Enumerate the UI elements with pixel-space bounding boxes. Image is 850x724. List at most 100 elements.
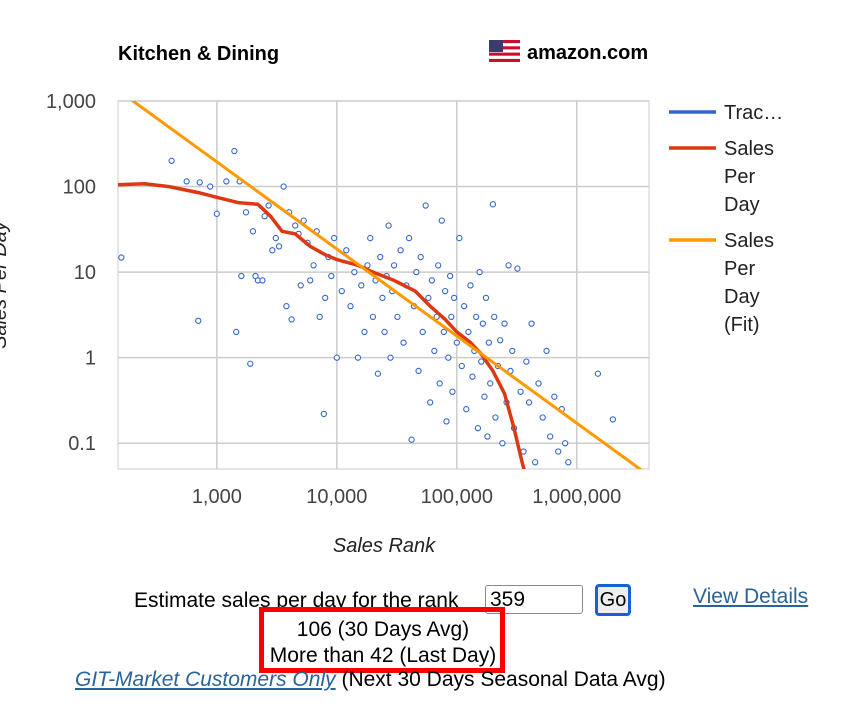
scatter-point <box>310 262 317 269</box>
scatter-point <box>272 234 279 242</box>
scatter-point <box>448 313 455 321</box>
scatter-point <box>275 243 283 250</box>
scatter-series <box>118 147 617 466</box>
scatter-point <box>207 183 214 190</box>
scatter-point <box>320 410 328 418</box>
scatter-point <box>283 303 290 310</box>
scatter-point <box>259 277 266 284</box>
scatter-point <box>413 268 420 276</box>
x-tick-label: 10,000 <box>306 486 367 508</box>
scatter-point <box>231 147 238 155</box>
x-axis-title: Sales Rank <box>333 535 436 557</box>
fit-line <box>131 101 643 469</box>
scatter-point <box>465 328 472 336</box>
scatter-point <box>168 157 175 164</box>
scatter-point <box>261 213 268 220</box>
scatter-point <box>609 416 617 423</box>
grid-lines <box>118 100 649 469</box>
scatter-point <box>476 268 483 276</box>
sales-per-day-line <box>118 181 526 469</box>
scatter-point <box>474 425 482 432</box>
scatter-point <box>492 414 499 421</box>
scatter-point <box>377 253 384 261</box>
scatter-point <box>487 380 494 387</box>
scatter-point <box>361 328 368 336</box>
scatter-point <box>594 370 602 377</box>
scatter-point <box>535 380 542 387</box>
legend-entry: Trac… <box>724 102 783 124</box>
scatter-point <box>425 294 432 302</box>
view-details-link[interactable]: View Details <box>693 585 809 608</box>
scatter-point <box>233 328 240 336</box>
plot-area <box>117 100 650 470</box>
scatter-point <box>288 316 295 323</box>
scatter-point <box>431 347 438 355</box>
scatter-point <box>458 362 465 370</box>
scatter-point <box>446 272 454 280</box>
scatter-point <box>330 234 338 242</box>
scatter-point <box>381 328 388 336</box>
scatter-point <box>247 360 254 367</box>
scatter-point <box>265 202 272 209</box>
scatter-point <box>445 354 452 361</box>
scatter-point <box>460 303 468 310</box>
scatter-point <box>561 440 569 447</box>
scatter-point <box>118 254 125 261</box>
scatter-point <box>479 320 487 327</box>
legend-entry: Sales Per Day (Fit) <box>724 230 774 336</box>
scatter-point <box>397 247 404 254</box>
scatter-point <box>442 287 449 295</box>
scatter-point <box>499 440 506 447</box>
scatter-point <box>469 373 476 380</box>
scatter-point <box>539 414 546 421</box>
result-last-day: More than 42 (Last Day) <box>269 644 497 667</box>
scatter-point <box>394 313 401 321</box>
scatter-point <box>354 354 362 361</box>
scatter-point <box>338 287 345 295</box>
y-axis-ticks: 1,000 100 10 1 0.1 <box>46 91 96 455</box>
scatter-point <box>428 277 436 284</box>
scatter-point <box>297 282 304 289</box>
footer-note: (Next 30 Days Seasonal Data Avg) <box>335 668 666 691</box>
scatter-point <box>379 294 386 302</box>
scatter-point <box>307 277 314 284</box>
scatter-point <box>565 459 572 466</box>
sales-rank-chart: Kitchen & Dining amazon.com 1,0001001010… <box>0 40 783 557</box>
chart-legend: Trac… Sales Per Day Sales Per Day (Fit) <box>669 102 783 336</box>
scatter-point <box>478 358 485 365</box>
y-tick-label: 0.1 <box>68 433 96 455</box>
scatter-point <box>400 339 407 346</box>
y-tick-label: 100 <box>63 177 96 199</box>
customers-only-link[interactable]: GIT-Market Customers Only <box>75 668 336 691</box>
scatter-point <box>505 262 512 269</box>
y-axis-title: Sales Per Day <box>0 220 11 349</box>
marketplace-label: amazon.com <box>527 42 648 64</box>
scatter-point <box>347 303 354 310</box>
scatter-point <box>456 234 463 242</box>
x-tick-label: 100,000 <box>421 486 493 508</box>
scatter-point <box>484 433 491 440</box>
go-button[interactable]: Go <box>595 584 631 616</box>
scatter-point <box>196 179 203 186</box>
scatter-point <box>433 313 440 321</box>
scatter-point <box>551 393 558 400</box>
scatter-point <box>374 370 382 377</box>
result-30-day-avg: 106 (30 Days Avg) <box>296 618 470 641</box>
scatter-point <box>473 313 480 321</box>
y-tick-label: 1 <box>85 348 96 370</box>
scatter-point <box>292 222 299 229</box>
scatter-point <box>450 294 458 302</box>
y-tick-label: 10 <box>74 262 96 284</box>
scatter-point <box>501 320 508 327</box>
scatter-point <box>249 228 257 235</box>
scatter-point <box>238 272 245 280</box>
scatter-point <box>509 347 516 355</box>
scatter-point <box>485 339 492 346</box>
scatter-point <box>489 201 497 208</box>
scatter-point <box>532 459 539 466</box>
scatter-point <box>415 367 422 375</box>
x-tick-label: 1,000 <box>192 486 242 508</box>
scatter-point <box>463 406 470 413</box>
result-highlight-box <box>259 607 505 673</box>
scatter-point <box>481 393 488 400</box>
